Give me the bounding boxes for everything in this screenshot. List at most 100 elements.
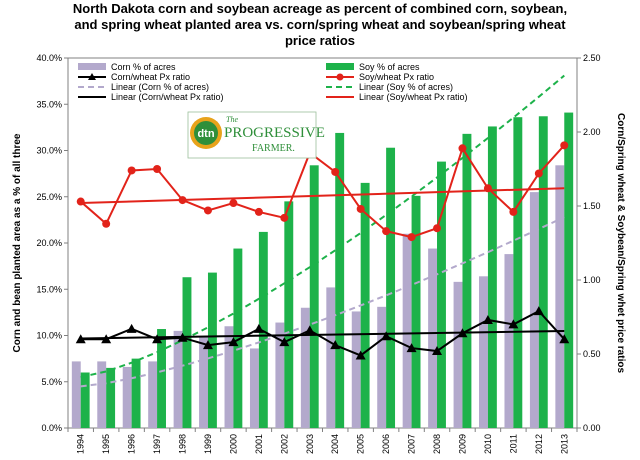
corn-pct-bar-2001 xyxy=(249,348,259,428)
corn-pct-bar-2009 xyxy=(453,281,463,428)
bars-layer xyxy=(71,112,574,429)
x-tick-label-2007: 2007 xyxy=(407,434,417,454)
corn-wheat-ratio-point-1997 xyxy=(152,334,163,344)
chart-title-line-3: price ratios xyxy=(285,33,355,48)
legend-swatch-1-0 xyxy=(326,63,354,70)
plot-area xyxy=(67,57,578,429)
x-tick-label-2011: 2011 xyxy=(508,434,518,453)
corn-wheat-ratio-point-2009 xyxy=(457,328,468,338)
corn-wheat-ratio-line xyxy=(80,309,566,357)
y-left-tick-label-3: 15.0% xyxy=(36,284,62,294)
x-tick-label-1999: 1999 xyxy=(203,434,213,454)
y-right-tick-label-4: 2.00 xyxy=(583,127,601,137)
legend-swatch-0-0 xyxy=(78,63,106,70)
soy-pct-bar-1994 xyxy=(80,372,90,428)
corn-pct-bar-2005 xyxy=(351,311,361,428)
legend-label-1-3: Linear (Soy/wheat Px ratio) xyxy=(359,92,468,102)
soy-wheat-ratio-point-2002 xyxy=(280,213,289,222)
y-right-tick-label-2: 1.00 xyxy=(583,275,601,285)
corn-pct-bar-2000 xyxy=(224,326,234,428)
price-ratio-lines-layer xyxy=(75,141,570,360)
soy-wheat-ratio-point-2005 xyxy=(356,204,365,213)
x-tick-label-2009: 2009 xyxy=(457,434,467,454)
corn-wheat-ratio-point-1994 xyxy=(75,334,86,344)
soy-wheat-ratio-point-1998 xyxy=(178,196,187,205)
progressive-farmer-logo: dtn The PROGRESSIVE FARMER. xyxy=(187,111,325,159)
x-tick-label-2002: 2002 xyxy=(279,434,289,454)
logo-badge-text: dtn xyxy=(197,128,214,140)
y-right-tick-label-0: 0.00 xyxy=(583,423,601,433)
soy-pct-bar-1998 xyxy=(182,277,192,428)
corn-pct-bar-2010 xyxy=(479,276,488,428)
x-tick-label-2005: 2005 xyxy=(356,434,366,454)
corn-wheat-ratio-point-2004 xyxy=(330,340,341,350)
soy-wheat-ratio-line xyxy=(80,144,566,239)
corn-wheat-ratio-point-1996 xyxy=(126,323,137,333)
y-axis-right-title: Corn/Spring wheat & Soybean/Spring whet … xyxy=(615,113,626,373)
logo-badge-inner xyxy=(194,121,218,145)
corn-wheat-ratio-point-2011 xyxy=(508,319,519,329)
x-tick-label-1998: 1998 xyxy=(178,434,188,454)
corn-wheat-ratio-point-2007 xyxy=(406,343,417,353)
soy-pct-bar-2000 xyxy=(233,248,243,428)
soy-pct-bar-2006 xyxy=(386,147,396,428)
x-tick-label-1995: 1995 xyxy=(101,434,111,454)
y-left-tick-label-6: 30.0% xyxy=(36,146,62,156)
y-left-tick-label-2: 10.0% xyxy=(36,331,62,341)
corn-pct-bar-1994 xyxy=(71,361,81,428)
legend-label-0-1: Corn/wheat Px ratio xyxy=(111,72,190,82)
chart-title: North Dakota corn and soybean acreage as… xyxy=(73,1,567,48)
corn-pct-bar-1996 xyxy=(122,366,132,428)
soy-pct-bar-2003 xyxy=(309,165,319,429)
axes-layer: 0.0% 5.0% 10.0% 15.0% 20.0% 25.0% 30.0% 35.0% 40… xyxy=(36,53,600,454)
trend-line-1 xyxy=(80,74,565,379)
corn-pct-bar-1997 xyxy=(148,361,158,428)
legend-label-0-2: Linear (Corn % of acres) xyxy=(111,82,209,92)
trend-line-3 xyxy=(80,187,565,205)
corn-pct-bar-2012 xyxy=(529,192,539,428)
corn-wheat-ratio-point-2000 xyxy=(228,337,239,347)
corn-wheat-ratio-point-1999 xyxy=(202,340,213,350)
corn-wheat-ratio-point-2010 xyxy=(482,314,493,324)
y-right-tick-label-5: 2.50 xyxy=(583,53,601,63)
corn-pct-bar-2006 xyxy=(377,306,387,428)
soy-wheat-ratio-point-2006 xyxy=(382,227,391,236)
chart-title-line-2: and spring wheat planted area vs. corn/s… xyxy=(74,17,566,32)
legend-label-0-3: Linear (Corn/wheat Px ratio) xyxy=(111,92,224,102)
legend-marker-1-1 xyxy=(336,73,344,81)
corn-pct-bar-2007 xyxy=(402,233,412,428)
legend-label-1-0: Soy % of acres xyxy=(359,62,420,72)
x-tick-label-2006: 2006 xyxy=(381,434,391,454)
corn-pct-bar-2011 xyxy=(504,254,514,428)
logo-line-2: PROGRESSIVE xyxy=(224,125,325,141)
x-tick-label-2013: 2013 xyxy=(559,434,569,454)
soy-pct-bar-2007 xyxy=(411,195,421,428)
x-tick-label-1997: 1997 xyxy=(152,434,162,454)
soy-wheat-ratio-point-1997 xyxy=(153,165,162,173)
soy-pct-bar-1996 xyxy=(131,358,141,429)
soy-wheat-ratio-point-2004 xyxy=(331,167,340,176)
y-left-tick-label-4: 20.0% xyxy=(36,238,62,248)
y-left-tick-label-0: 0.0% xyxy=(41,423,62,433)
x-tick-label-2004: 2004 xyxy=(330,434,340,454)
trend-lines-layer xyxy=(80,74,565,388)
trend-line-0 xyxy=(80,216,565,388)
corn-wheat-ratio-point-2012 xyxy=(533,306,544,316)
legend-label-1-1: Soy/wheat Px ratio xyxy=(359,72,434,82)
legend-label-0-0: Corn % of acres xyxy=(111,62,176,72)
corn-wheat-ratio-point-2005 xyxy=(355,350,366,360)
corn-wheat-ratio-point-2008 xyxy=(432,346,443,356)
logo-line-1: The xyxy=(226,115,238,124)
soy-pct-bar-2013 xyxy=(564,112,574,428)
soy-pct-bar-1997 xyxy=(157,329,166,428)
corn-pct-bar-1998 xyxy=(173,330,183,429)
x-tick-label-1996: 1996 xyxy=(127,434,137,454)
soy-pct-bar-2009 xyxy=(462,133,472,428)
x-tick-label-2003: 2003 xyxy=(305,434,315,454)
soy-wheat-ratio-point-2008 xyxy=(433,224,442,233)
corn-wheat-ratio-point-2013 xyxy=(559,334,570,344)
soy-pct-bar-1999 xyxy=(207,272,217,428)
soy-pct-bar-2008 xyxy=(437,161,446,428)
